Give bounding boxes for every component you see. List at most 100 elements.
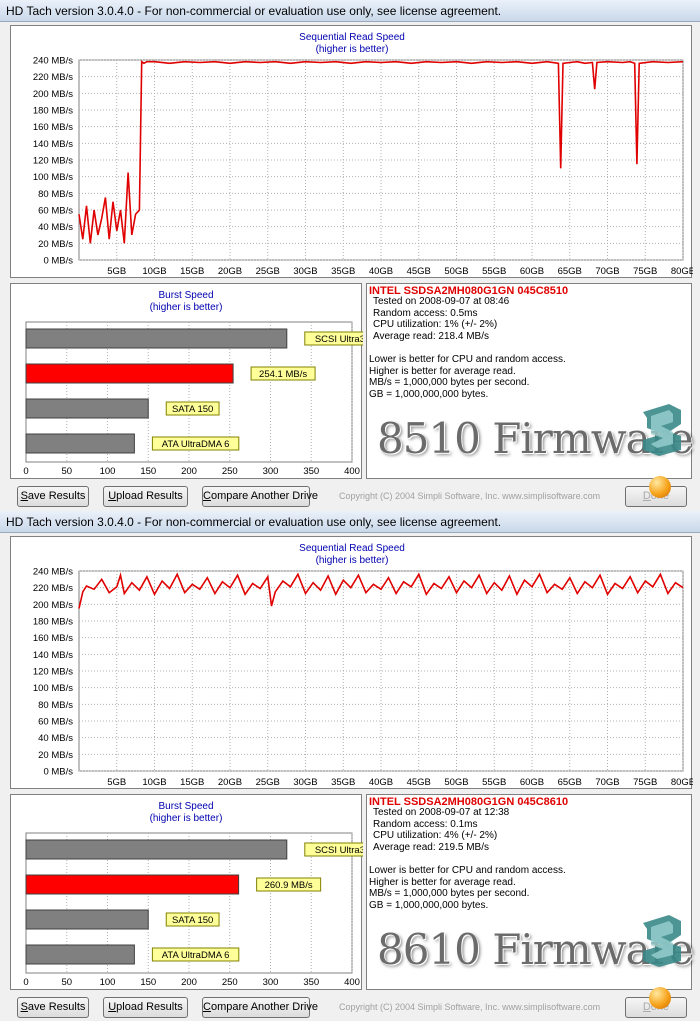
x-tick-label: 55GB <box>482 777 506 788</box>
burst-x-tick-label: 0 <box>23 466 28 477</box>
burst-label-box <box>151 436 240 451</box>
burst-bar <box>25 363 234 384</box>
cpu-utilization: CPU utilization: 4% (+/- 2%) <box>373 830 498 841</box>
drive-info-panel: INTEL SSDSA2MH080G1GN 045C8510 Tested on… <box>366 283 694 479</box>
x-tick-label: 75GB <box>633 266 657 277</box>
compare-another-drive-button[interactable]: Compare Another Drive <box>202 997 318 1018</box>
x-tick-label: 10GB <box>142 777 166 788</box>
read-speed-line <box>78 60 684 244</box>
hdtach-window: HD Tach version 3.0.4.0 - For non-commer… <box>0 0 700 511</box>
burst-title: Burst Speed <box>158 290 213 301</box>
cpu-utilization: CPU utilization: 1% (+/- 2%) <box>373 319 498 330</box>
x-tick-label: 35GB <box>331 266 355 277</box>
orb-logo-icon <box>649 987 671 1009</box>
burst-x-tick-label: 250 <box>222 977 238 988</box>
y-tick-label: 180 MB/s <box>33 617 73 628</box>
upload-results-button[interactable]: Upload Results <box>103 486 188 507</box>
x-tick-label: 30GB <box>293 777 317 788</box>
burst-bar <box>25 944 135 965</box>
x-tick-label: 45GB <box>407 266 431 277</box>
drive-info-panel: INTEL SSDSA2MH080G1GN 045C8610 Tested on… <box>366 794 694 990</box>
y-tick-label: 20 MB/s <box>38 239 73 250</box>
save-results-button[interactable]: Save Results <box>17 486 89 507</box>
burst-bar-label: 254.1 MB/s <box>259 369 307 380</box>
burst-label-box <box>151 947 240 962</box>
x-tick-label: 75GB <box>633 777 657 788</box>
burst-title: Burst Speed <box>158 801 213 812</box>
average-read: Average read: 218.4 MB/s <box>373 330 489 342</box>
x-tick-label: 20GB <box>218 777 242 788</box>
legend-notes: Lower is better for CPU and random acces… <box>369 354 566 400</box>
save-results-button[interactable]: Save Results <box>17 997 89 1018</box>
sequential-read-panel: Sequential Read Speed (higher is better) 0… <box>10 25 695 278</box>
y-tick-label: 60 MB/s <box>38 206 73 217</box>
x-tick-label: 65GB <box>558 266 582 277</box>
x-tick-label: 20GB <box>218 266 242 277</box>
y-tick-label: 120 MB/s <box>33 667 73 678</box>
burst-subtitle: (higher is better) <box>150 302 223 313</box>
x-tick-label: 15GB <box>180 777 204 788</box>
upload-results-button[interactable]: Upload Results <box>103 997 188 1018</box>
burst-x-tick-label: 200 <box>181 977 197 988</box>
y-tick-label: 160 MB/s <box>33 633 73 644</box>
burst-label-box <box>165 912 220 927</box>
note-line: Higher is better for average read. <box>369 365 516 377</box>
y-tick-label: 240 MB/s <box>33 56 73 67</box>
compare-another-drive-button[interactable]: Compare Another Drive <box>202 486 318 507</box>
y-tick-label: 240 MB/s <box>33 567 73 578</box>
sequential-read-chart: Sequential Read Speed(higher is better) 0… <box>33 32 695 277</box>
note-line: Lower is better for CPU and random acces… <box>369 865 566 876</box>
x-tick-label: 40GB <box>369 777 393 788</box>
test-results: Tested on 2008-09-07 at 12:38 Random acc… <box>373 807 509 853</box>
burst-bar <box>25 874 240 895</box>
read-speed-line <box>78 572 684 609</box>
chart-subtitle: (higher is better) <box>316 555 389 566</box>
y-tick-label: 100 MB/s <box>33 172 73 183</box>
y-tick-label: 80 MB/s <box>38 189 73 200</box>
random-access: Random access: 0.5ms <box>373 307 478 319</box>
window-title: HD Tach version 3.0.4.0 - For non-commer… <box>0 511 700 533</box>
x-tick-label: 5GB <box>107 266 126 277</box>
drive-model: INTEL SSDSA2MH080G1GN 045C8510 <box>369 285 569 297</box>
x-tick-label: 15GB <box>180 266 204 277</box>
x-tick-label: 30GB <box>293 266 317 277</box>
burst-x-tick-label: 350 <box>303 977 319 988</box>
burst-x-tick-label: 300 <box>263 977 279 988</box>
chart-title: Sequential Read Speed <box>299 543 405 554</box>
hdtach-window: HD Tach version 3.0.4.0 - For non-commer… <box>0 511 700 1021</box>
firmware-watermark: 8510 Firmware <box>377 414 694 463</box>
burst-label-box <box>250 366 316 381</box>
chart-title: Sequential Read Speed <box>299 32 405 43</box>
tested-on: Tested on 2008-09-07 at 08:46 <box>373 296 510 307</box>
burst-x-tick-label: 200 <box>181 466 197 477</box>
site-logo-icon <box>643 404 681 456</box>
y-tick-label: 40 MB/s <box>38 222 73 233</box>
x-tick-label: 50GB <box>444 266 468 277</box>
burst-bar <box>25 839 288 860</box>
copyright-text: Copyright (C) 2004 Simpli Software, Inc.… <box>339 1002 601 1012</box>
y-tick-label: 200 MB/s <box>33 89 73 100</box>
burst-x-tick-label: 300 <box>263 466 279 477</box>
x-tick-label: 10GB <box>142 266 166 277</box>
burst-label-box <box>165 401 220 416</box>
burst-label-box <box>256 877 322 892</box>
burst-speed-panel: Burst Speed (higher is better) 0 50 100 150 20… <box>10 794 387 990</box>
burst-bar-label: ATA UltraDMA 6 <box>162 439 230 450</box>
burst-bar <box>25 398 149 419</box>
window-title: HD Tach version 3.0.4.0 - For non-commer… <box>0 0 700 22</box>
x-tick-label: 50GB <box>444 777 468 788</box>
burst-x-tick-label: 150 <box>140 466 156 477</box>
tested-on: Tested on 2008-09-07 at 12:38 <box>373 807 510 818</box>
burst-x-tick-label: 0 <box>23 977 28 988</box>
burst-bar <box>25 909 149 930</box>
sequential-read-panel: Sequential Read Speed (higher is better) 0… <box>10 536 695 789</box>
y-tick-label: 80 MB/s <box>38 700 73 711</box>
x-tick-label: 25GB <box>256 777 280 788</box>
x-tick-label: 70GB <box>595 266 619 277</box>
note-line: MB/s = 1,000,000 bytes per second. <box>369 377 530 388</box>
y-tick-label: 140 MB/s <box>33 650 73 661</box>
test-results: Tested on 2008-09-07 at 08:46 Random acc… <box>373 296 509 342</box>
note-line: Lower is better for CPU and random acces… <box>369 354 566 365</box>
burst-bar-label: SATA 150 <box>172 404 213 415</box>
y-tick-label: 160 MB/s <box>33 122 73 133</box>
